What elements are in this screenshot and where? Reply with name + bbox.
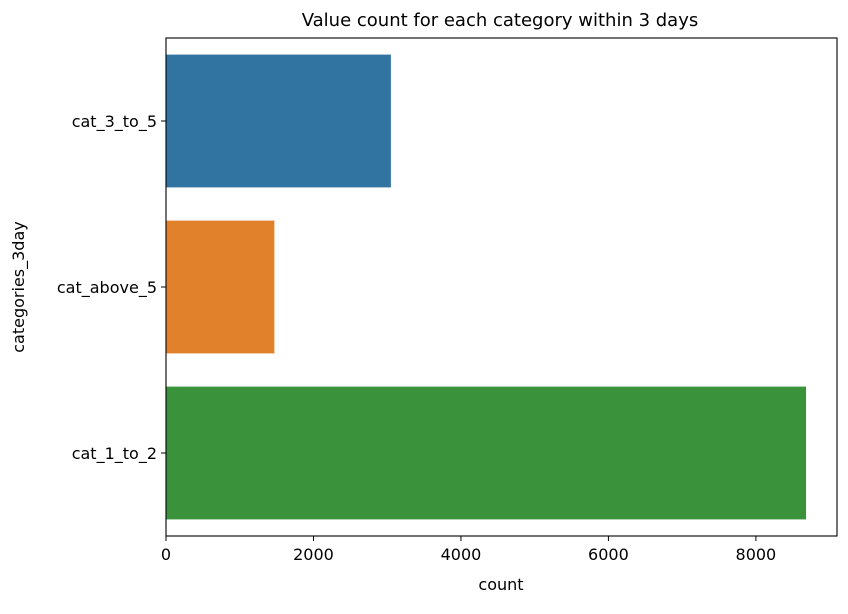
y-tick-label: cat_3_to_5 (72, 112, 157, 132)
x-tick-label: 4000 (441, 545, 482, 564)
y-axis: cat_3_to_5 cat_above_5 cat_1_to_2 (57, 112, 166, 464)
chart-title: Value count for each category within 3 d… (302, 10, 699, 31)
x-tick-label: 8000 (736, 545, 777, 564)
y-tick-label: cat_1_to_2 (72, 444, 157, 464)
x-tick-label: 0 (161, 545, 171, 564)
x-tick-label: 2000 (293, 545, 334, 564)
x-axis: 0 2000 4000 6000 8000 (161, 536, 776, 564)
y-tick-label: cat_above_5 (57, 278, 157, 298)
bar-cat-1-to-2 (166, 386, 807, 520)
bar-cat-3-to-5 (166, 54, 391, 188)
x-axis-label: count (478, 575, 523, 594)
bar-cat-above-5 (166, 220, 275, 354)
x-tick-label: 6000 (588, 545, 629, 564)
bars-layer (166, 54, 807, 520)
y-axis-label: categories_3day (9, 221, 29, 352)
